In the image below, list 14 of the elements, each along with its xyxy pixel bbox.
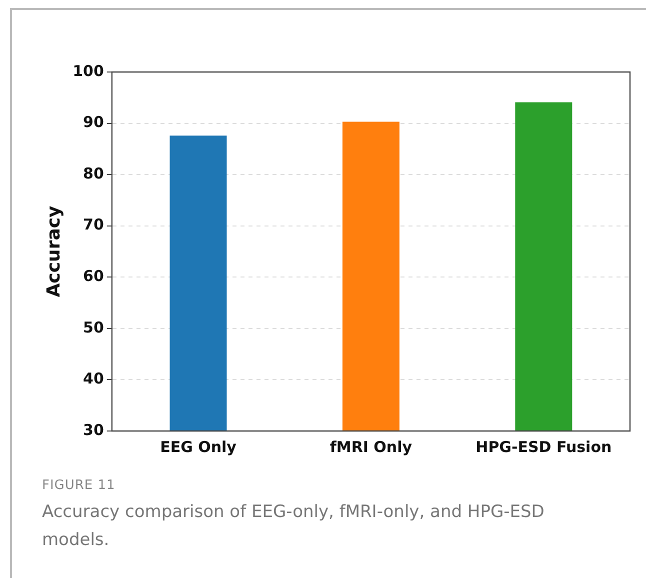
caption: FIGURE 11 xyxy=(42,478,116,493)
x-tick-label: fMRI Only xyxy=(330,438,412,456)
y-tick-label: 100 xyxy=(72,62,104,80)
text: Accuracy comparison of EEG-only, fMRI-only, and HPG-ESD models. xyxy=(42,501,546,552)
y-axis-title: Accuracy xyxy=(43,205,64,298)
y-tick-label: 60 xyxy=(83,267,104,286)
x-tick-label: EEG Only xyxy=(160,438,237,456)
y-tick-label: 40 xyxy=(83,370,104,388)
y-tick-label: 30 xyxy=(83,420,104,439)
x-tick-label: HPG-ESD Fusion xyxy=(476,438,612,456)
y-tick-label: 50 xyxy=(83,318,104,336)
y-tick-label: 90 xyxy=(83,113,104,132)
y-tick-label: 80 xyxy=(83,164,104,182)
y-tick-label: 70 xyxy=(83,216,104,234)
